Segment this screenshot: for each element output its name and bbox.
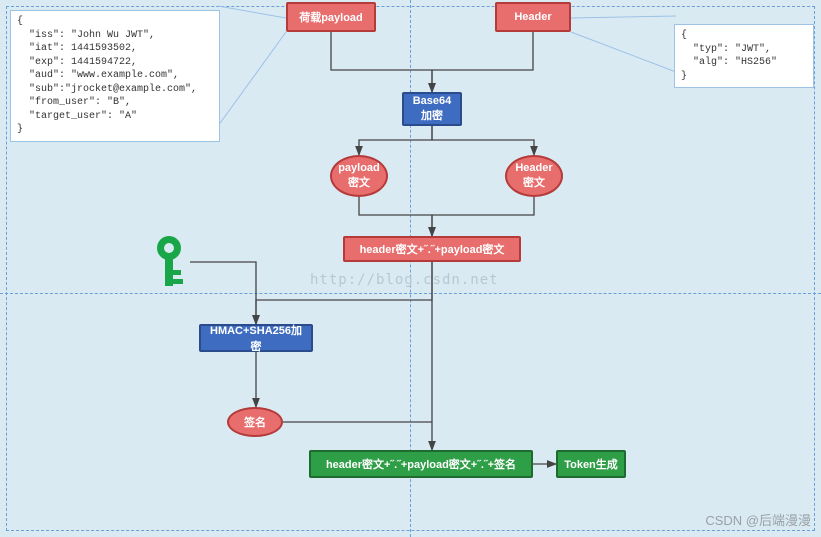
payload-json-box: { "iss": "John Wu JWT", "iat": 144159350… [10,10,220,142]
key-icon [147,234,191,290]
node-header: Header [495,2,571,32]
node-final: header密文+˝.˝+payload密文+˝.˝+签名 [309,450,533,478]
node-hcipher: Header密文 [505,155,563,197]
watermark-url: http://blog.csdn.net [310,272,499,288]
node-sign: 签名 [227,407,283,437]
watermark-author: CSDN @后端漫漫 [705,510,811,529]
header-json-box: { "typ": "JWT", "alg": "HS256" } [674,24,814,88]
node-pcipher: payload密文 [330,155,388,197]
node-concat: header密文+˝.˝+payload密文 [343,236,521,262]
node-base64: Base64加密 [402,92,462,126]
node-hmac: HMAC+SHA256加密 [199,324,313,352]
node-token: Token生成 [556,450,626,478]
node-payload: 荷载payload [286,2,376,32]
